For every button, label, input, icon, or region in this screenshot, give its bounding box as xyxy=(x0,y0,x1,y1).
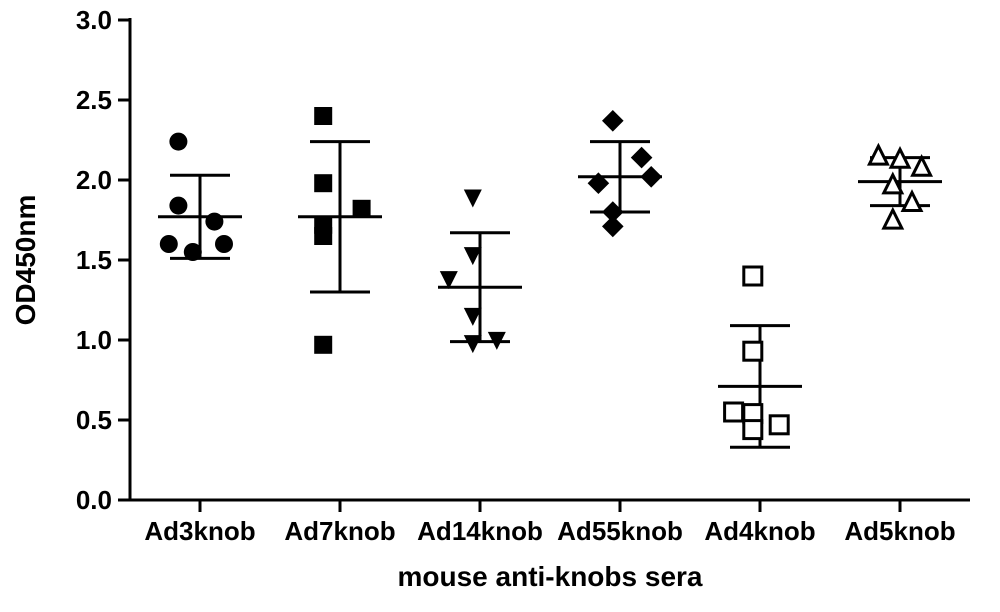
x-axis-label: mouse anti-knobs sera xyxy=(398,561,703,592)
xtick-label: Ad5knob xyxy=(844,516,955,546)
xtick-label: Ad14knob xyxy=(417,516,543,546)
xtick-label: Ad4knob xyxy=(704,516,815,546)
ytick-label: 2.0 xyxy=(76,165,112,195)
scatter-chart: 0.0 0.5 1.0 1.5 2.0 2.5 3.0 Ad3knob Ad7knob Ad14k… xyxy=(0,0,1000,612)
chart-svg: 0.0 0.5 1.0 1.5 2.0 2.5 3.0 Ad3knob Ad7knob Ad14k… xyxy=(0,0,1000,612)
ytick-label: 0.5 xyxy=(76,405,112,435)
y-axis-label: OD450nm xyxy=(10,195,41,326)
xtick-label: Ad7knob xyxy=(284,516,395,546)
xtick-label: Ad3knob xyxy=(144,516,255,546)
ytick-label: 1.5 xyxy=(76,245,112,275)
ytick-label: 0.0 xyxy=(76,485,112,515)
ytick-label: 2.5 xyxy=(76,85,112,115)
xtick-label: Ad55knob xyxy=(557,516,683,546)
ytick-label: 3.0 xyxy=(76,5,112,35)
ytick-label: 1.0 xyxy=(76,325,112,355)
